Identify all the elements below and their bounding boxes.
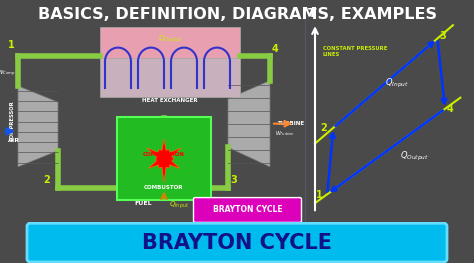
Text: CONSTANT PRESSURE
LINES: CONSTANT PRESSURE LINES — [323, 46, 387, 57]
Text: T: T — [308, 7, 316, 19]
Text: HEAT EXCHANGER: HEAT EXCHANGER — [142, 98, 198, 103]
Text: BRAYTON CYCLE: BRAYTON CYCLE — [213, 205, 283, 215]
Text: 1: 1 — [316, 190, 323, 200]
Text: FUEL: FUEL — [134, 201, 152, 206]
Polygon shape — [18, 86, 58, 167]
FancyBboxPatch shape — [117, 117, 211, 200]
Text: $W_{Comp}$: $W_{Comp}$ — [0, 69, 16, 79]
Text: $Q_{Output}$: $Q_{Output}$ — [400, 150, 429, 164]
Text: COMPRESSOR: COMPRESSOR — [9, 101, 15, 141]
Text: BASICS, DEFINITION, DIAGRAMS, EXAMPLES: BASICS, DEFINITION, DIAGRAMS, EXAMPLES — [37, 7, 437, 22]
Text: BRAYTON CYCLE: BRAYTON CYCLE — [142, 232, 332, 253]
Polygon shape — [146, 139, 182, 183]
Text: 2: 2 — [320, 123, 327, 133]
Text: 4: 4 — [447, 104, 454, 114]
FancyBboxPatch shape — [100, 58, 240, 97]
Text: $Q_{Output}$: $Q_{Output}$ — [158, 33, 182, 45]
Text: 2: 2 — [43, 175, 50, 185]
Text: TURBINE: TURBINE — [278, 121, 305, 126]
Text: COMBUSTOR: COMBUSTOR — [144, 185, 184, 190]
Text: $Q_{Input}$: $Q_{Input}$ — [385, 77, 410, 90]
Polygon shape — [228, 80, 270, 167]
Text: 3: 3 — [230, 175, 237, 185]
Text: 4: 4 — [272, 44, 279, 54]
Text: AIR: AIR — [8, 138, 20, 143]
Text: $W_{Turbine}$: $W_{Turbine}$ — [275, 129, 295, 138]
FancyBboxPatch shape — [100, 27, 240, 58]
Text: 3: 3 — [439, 31, 446, 41]
Text: COMBUSTION: COMBUSTION — [143, 152, 185, 157]
Text: $Q_{Input}$: $Q_{Input}$ — [169, 200, 189, 211]
Text: 1: 1 — [8, 40, 15, 50]
FancyBboxPatch shape — [193, 198, 301, 222]
FancyBboxPatch shape — [27, 223, 447, 262]
